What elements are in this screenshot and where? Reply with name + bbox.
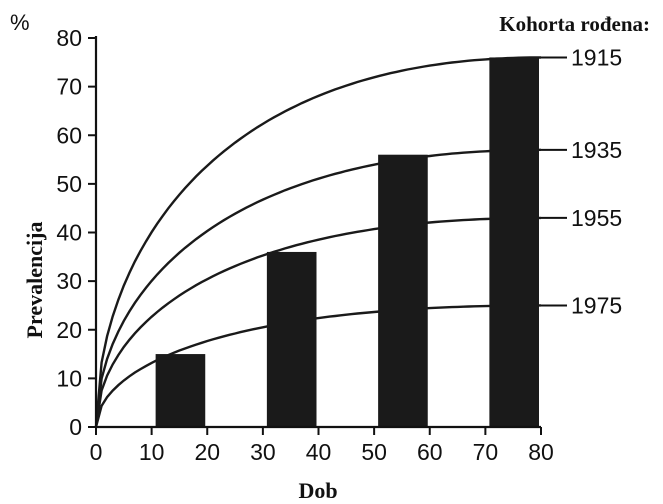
prevalence-bars — [155, 57, 539, 427]
cohort-legend-title: Kohorta rođena: — [499, 12, 650, 36]
x-tick-label: 30 — [250, 439, 276, 465]
bar-70-80 — [489, 57, 539, 427]
x-tick-label: 80 — [528, 439, 554, 465]
y-tick-label: 30 — [56, 268, 82, 294]
x-tick-label: 50 — [361, 439, 387, 465]
cohort-curve-1935 — [94, 148, 542, 428]
cohort-labels: 1915 1935 1955 1975 — [541, 44, 622, 318]
x-tick-label: 40 — [306, 439, 332, 465]
cohort-curve-1955 — [94, 216, 541, 428]
cohort-curve-1915 — [94, 56, 541, 428]
y-axis-title: Prevalencija — [22, 222, 47, 339]
cohort-label-1955: 1955 — [571, 205, 622, 231]
y-tick-label: 60 — [56, 122, 82, 148]
y-tick-label: 50 — [56, 171, 82, 197]
x-tick-label: 0 — [90, 439, 103, 465]
cohort-label-1915: 1915 — [571, 44, 622, 70]
bar-50-60 — [378, 154, 428, 427]
y-tick-label: 0 — [69, 414, 82, 440]
x-tick-label: 10 — [139, 439, 165, 465]
x-tick-label: 60 — [417, 439, 443, 465]
y-tick-label: 80 — [56, 25, 82, 51]
x-axis-title: Dob — [298, 478, 337, 503]
y-unit-label: % — [10, 10, 30, 35]
x-tick-label: 20 — [194, 439, 220, 465]
y-tick-label: 70 — [56, 74, 82, 100]
y-tick-label: 10 — [56, 365, 82, 391]
cohort-label-1975: 1975 — [571, 292, 622, 318]
y-tick-label: 20 — [56, 317, 82, 343]
y-tick-label: 40 — [56, 220, 82, 246]
bar-10-20 — [155, 354, 206, 427]
cohort-label-1935: 1935 — [571, 137, 622, 163]
y-axis-ticks: 0 10 20 30 40 50 60 70 80 — [56, 25, 96, 440]
x-axis-ticks: 0 10 20 30 40 50 60 70 80 — [90, 427, 554, 465]
x-tick-label: 70 — [473, 439, 499, 465]
bar-30-40 — [266, 251, 317, 427]
